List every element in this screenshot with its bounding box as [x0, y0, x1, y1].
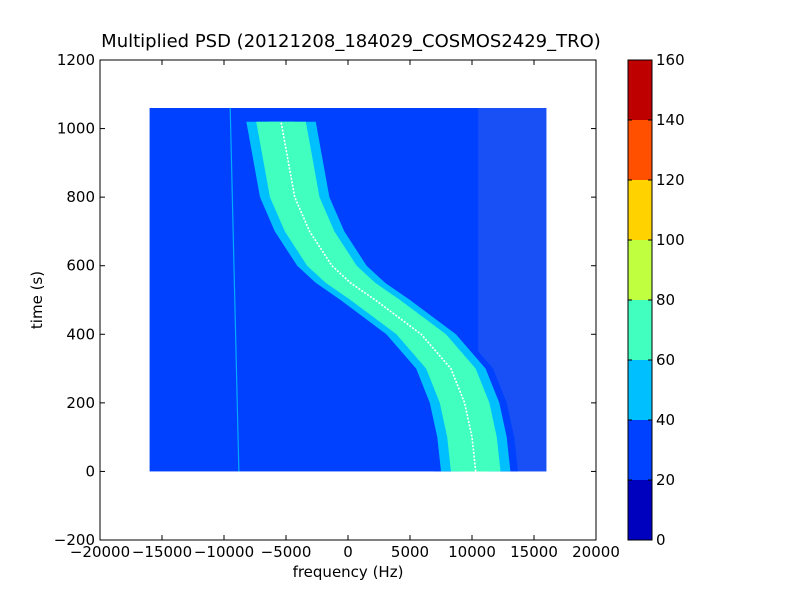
colorbar-tick-label: 40 [656, 411, 675, 429]
axis-ticks: −20000 −15000 −10000 −5000 0 5000 10000 15000 20… [54, 51, 620, 561]
colorbar-tick-label: 140 [656, 111, 685, 129]
colorbar-tick-label: 80 [656, 291, 675, 309]
colorbar-segment [628, 420, 652, 480]
chart-title: Multiplied PSD (20121208_184029_COSMOS24… [101, 31, 601, 52]
x-tick-label: 15000 [510, 543, 558, 561]
colorbar-tick-label: 160 [656, 51, 685, 69]
faint-spectral-line [229, 107, 240, 472]
x-tick-label: −15000 [132, 543, 192, 561]
x-tick-label: 10000 [448, 543, 496, 561]
signal-band-level-75 [267, 121, 490, 472]
colorbar-segment [628, 360, 652, 420]
heatmap [149, 107, 547, 472]
x-tick-label: 20000 [572, 543, 620, 561]
signal-trace-line [280, 121, 477, 472]
colorbar: 0 20 40 60 80 100 120 140 160 [627, 51, 685, 549]
x-tick-label: −5000 [261, 543, 312, 561]
y-tick-label: 200 [66, 394, 95, 412]
y-tick-label: 0 [85, 462, 95, 480]
colorbar-segment [628, 60, 652, 120]
y-tick-label: 1000 [57, 120, 95, 138]
y-tick-label: 1200 [57, 51, 95, 69]
colorbar-segment [628, 300, 652, 360]
colorbar-segment [628, 180, 652, 240]
colorbar-segment [628, 240, 652, 300]
y-tick-label: 800 [66, 188, 95, 206]
x-tick-label: −20000 [70, 543, 130, 561]
y-tick-label: −200 [54, 531, 95, 549]
x-tick-label: 0 [343, 543, 353, 561]
y-tick-label: 600 [66, 257, 95, 275]
y-tick-label: 400 [66, 325, 95, 343]
colorbar-tick-label: 100 [656, 231, 685, 249]
colorbar-segment [628, 120, 652, 180]
colorbar-segment [628, 480, 652, 540]
colorbar-tick-label: 20 [656, 471, 675, 489]
colorbar-tick-label: 120 [656, 171, 685, 189]
plot-frame [99, 59, 597, 541]
x-tick-label: 5000 [391, 543, 429, 561]
y-axis-label: time (s) [28, 271, 46, 329]
x-axis-label: frequency (Hz) [293, 563, 404, 581]
colorbar-tick-label: 0 [656, 531, 666, 549]
x-tick-label: −10000 [194, 543, 254, 561]
colorbar-tick-label: 60 [656, 351, 675, 369]
